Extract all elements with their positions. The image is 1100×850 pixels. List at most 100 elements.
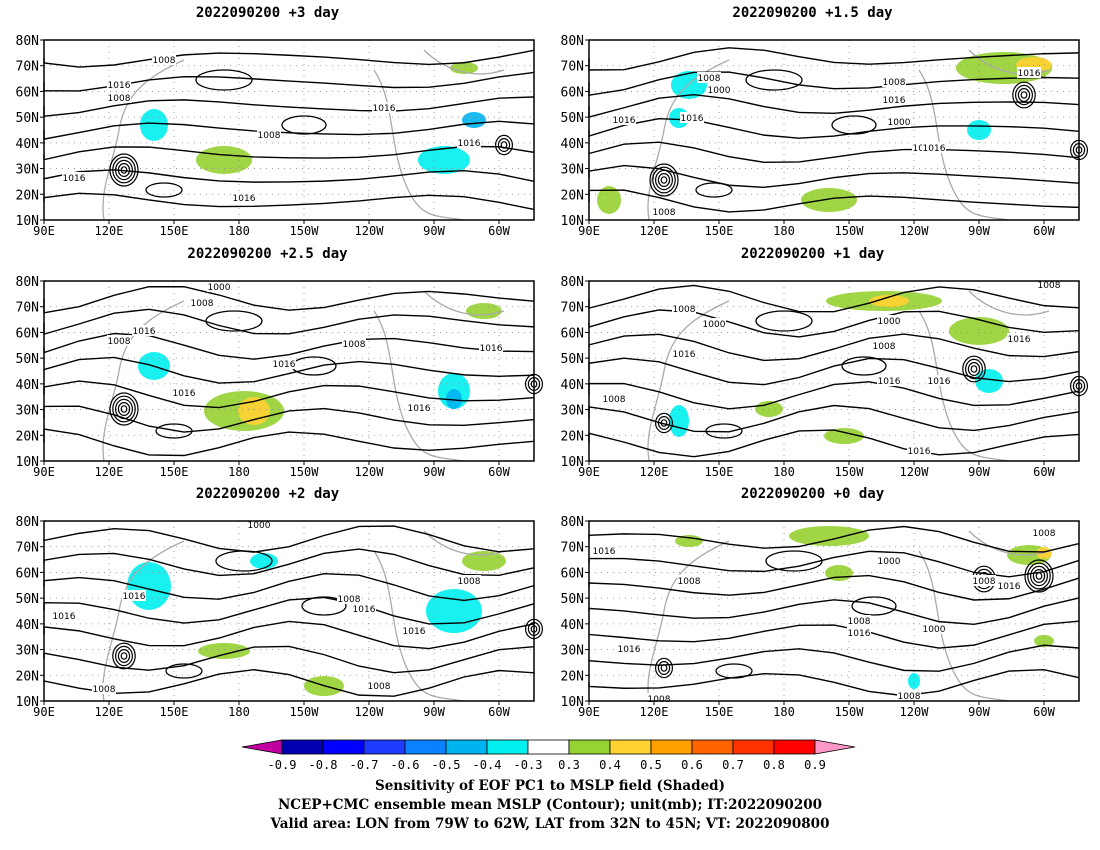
colorbar-swatch <box>732 739 775 755</box>
contour-label-bg <box>672 303 696 314</box>
lat-tick-label: 80N <box>16 34 39 49</box>
contour-label: 1016 <box>108 81 131 91</box>
contour-label-bg <box>922 623 946 634</box>
contour-label: 1008 <box>848 617 871 627</box>
closed-isobar <box>745 69 803 91</box>
lon-tick-label: 120E <box>95 465 124 479</box>
contour-label: 1016 <box>593 547 616 557</box>
isobar-contour <box>588 333 1080 362</box>
contour-label: 1000 <box>878 317 901 327</box>
panel-plus2: 2022090200 +2 day 1000 1016 1016 1008 1016 10… <box>0 486 543 719</box>
coastline <box>423 290 505 316</box>
pressure-center-contour <box>109 153 139 187</box>
coastline <box>968 530 1050 556</box>
contour-label-bg <box>122 590 146 601</box>
pressure-center-contour <box>1015 84 1034 106</box>
closed-isobar <box>205 310 263 332</box>
lat-tick-label: 70N <box>561 301 584 316</box>
coastline <box>647 540 730 702</box>
coastline <box>647 300 730 462</box>
pressure-center-contour <box>497 138 511 153</box>
contour-label: 1008 <box>153 56 176 66</box>
colorbar-tick-label: -0.3 <box>514 758 543 772</box>
contour-label: 1016 <box>233 194 256 204</box>
coastline <box>373 550 465 702</box>
colorbar-swatch <box>486 739 529 755</box>
pressure-center-contour <box>495 134 514 156</box>
map-frame <box>588 280 1080 462</box>
lon-tick-label: 120E <box>640 465 669 479</box>
sensitivity-shade <box>975 369 1003 393</box>
isobar-contour <box>43 332 535 360</box>
isobar-contour <box>588 117 1080 139</box>
isobar-contour <box>43 356 535 384</box>
lat-tick-label: 80N <box>16 275 39 290</box>
contour-label: 1016 <box>53 612 76 622</box>
contour-label: 1008 <box>1033 529 1056 539</box>
contour-label-bg <box>677 575 701 586</box>
lon-tick-label: 90E <box>33 224 55 238</box>
contour-label: 1008 <box>338 595 361 605</box>
sensitivity-shade <box>949 317 1009 345</box>
colorbar-tick-label: 0.7 <box>722 758 744 772</box>
lat-tick-label: 50N <box>16 592 39 607</box>
closed-isobar <box>301 596 347 616</box>
colorbar-swatch <box>527 739 570 755</box>
lon-tick-label: 60W <box>1033 224 1055 238</box>
map-frame <box>588 39 1080 221</box>
contour-label-bg <box>457 137 481 148</box>
contour-label: 1016 <box>673 350 696 360</box>
coastline <box>918 550 1010 702</box>
contour-label-bg <box>190 297 214 308</box>
contour-label-bg <box>107 335 131 346</box>
pressure-center-contour <box>657 173 671 188</box>
contour-label: 1008 <box>883 78 906 88</box>
contour-label: 1016 <box>480 344 503 354</box>
contour-label-bg <box>927 375 951 386</box>
colorbar-tick-label: -0.9 <box>268 758 297 772</box>
lat-tick-label: 20N <box>561 429 584 444</box>
pressure-center-contour <box>967 361 981 376</box>
contour-label-bg <box>152 54 176 65</box>
isobar-contour <box>588 620 1080 649</box>
coastline <box>918 69 1010 221</box>
contour-label: 1016 <box>878 377 901 387</box>
lon-tick-label: 120W <box>900 465 930 479</box>
map-plus1-5: 1008100010161016100810161000100810161008… <box>561 34 1088 238</box>
contour-label-bg <box>172 387 196 398</box>
colorbar-swatch <box>650 739 693 755</box>
contour-label: 1008 <box>1038 281 1061 291</box>
lat-tick-label: 10N <box>16 695 39 710</box>
colorbar-tick-label: 0.9 <box>804 758 826 772</box>
lon-tick-label: 180 <box>228 465 250 479</box>
contour-label-bg <box>882 76 906 87</box>
pressure-center-contour <box>117 649 131 664</box>
map-frame <box>43 39 535 221</box>
lat-tick-label: 40N <box>16 378 39 393</box>
contour-label: 1008 <box>108 337 131 347</box>
contour-label: 1008 <box>458 577 481 587</box>
contour-label: 1016 <box>883 96 906 106</box>
map-background <box>589 521 1079 701</box>
contour-label-bg <box>922 142 946 153</box>
contour-label-bg <box>337 593 361 604</box>
lat-tick-label: 60N <box>561 326 584 341</box>
lon-tick-label: 90W <box>423 465 445 479</box>
coastline <box>373 69 465 221</box>
lon-tick-label: 150E <box>705 705 734 719</box>
lon-tick-label: 120W <box>900 705 930 719</box>
contour-label-bg <box>907 445 931 456</box>
contour-label: 1016 <box>998 582 1021 592</box>
lon-tick-label: 150E <box>160 224 189 238</box>
contour-label-bg <box>897 690 921 701</box>
lon-tick-label: 90E <box>578 705 600 719</box>
contour-label-bg <box>647 693 671 704</box>
contour-label-bg <box>697 72 721 83</box>
lat-tick-label: 10N <box>16 214 39 229</box>
lat-tick-label: 40N <box>16 618 39 633</box>
coastline <box>968 290 1050 316</box>
map-frame <box>43 520 535 702</box>
coastline <box>423 49 505 75</box>
contour-label-bg <box>367 680 391 691</box>
